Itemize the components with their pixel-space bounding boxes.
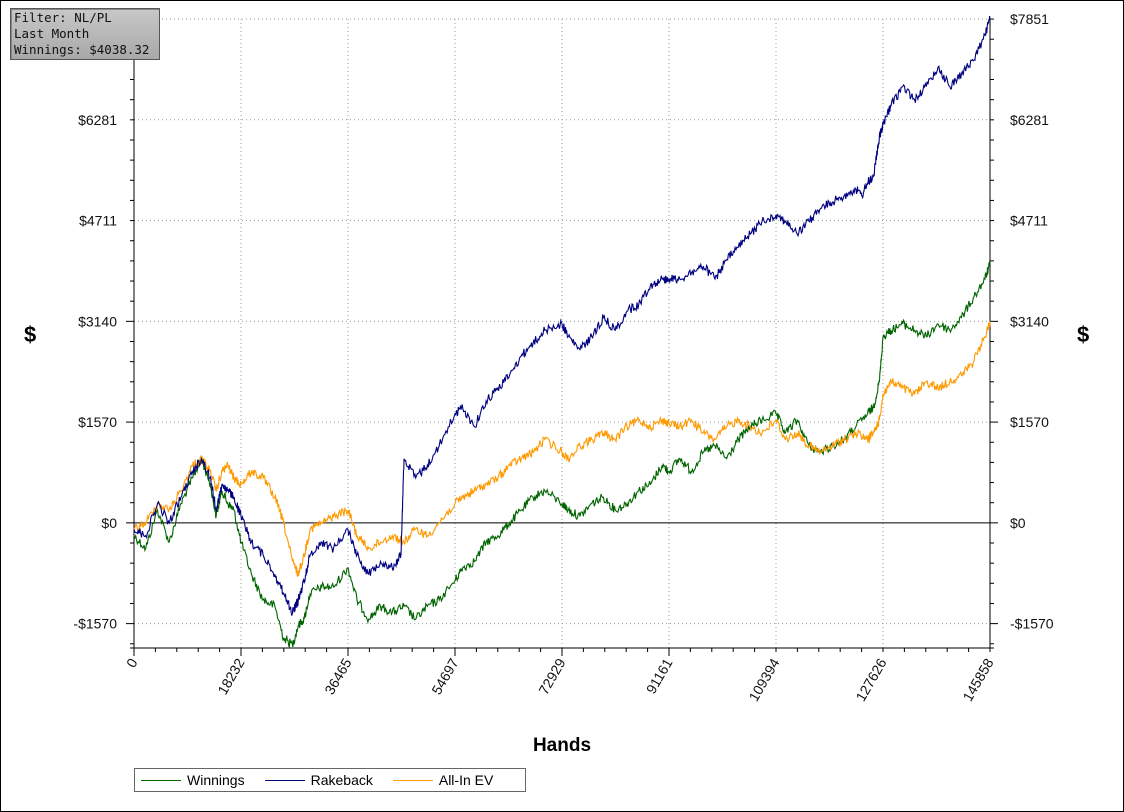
- x-tick-label: 145858: [959, 655, 996, 704]
- legend-item-allin-ev: All-In EV: [392, 772, 494, 788]
- x-tick-label: 54697: [428, 655, 461, 697]
- tick-labels: -$1570 -$1570 $0 $0 $1570 $1570 $3140 $3140 $471…: [73, 11, 1053, 704]
- y-tick-label-left: $1570: [78, 414, 117, 430]
- winnings-label: Winnings: $4038.32: [14, 42, 150, 57]
- series-line-all-in-ev: [133, 321, 991, 577]
- y-tick-label-left: $0: [101, 515, 117, 531]
- x-tick-label: 91161: [643, 655, 676, 696]
- y-tick-label-right: -$1570: [1010, 616, 1054, 632]
- legend-label-winnings: Winnings: [187, 772, 245, 788]
- y-tick-label-right: $0: [1010, 515, 1026, 531]
- legend: Winnings Rakeback All-In EV: [134, 768, 526, 792]
- filter-label: Filter: NL/PL: [14, 10, 112, 25]
- legend-label-rakeback: Rakeback: [310, 772, 373, 788]
- y-tick-label-left: $6281: [78, 112, 117, 128]
- y-tick-label-right: $1570: [1010, 414, 1049, 430]
- series-line-winnings: [133, 261, 991, 649]
- legend-item-winnings: Winnings: [141, 772, 245, 788]
- y-axis-title-right: $: [1077, 322, 1090, 347]
- y-tick-label-right: $4711: [1010, 213, 1048, 229]
- period-label: Last Month: [14, 26, 90, 41]
- series-line-rakeback: [133, 16, 991, 616]
- x-tick-label: 0: [123, 655, 141, 670]
- y-axis-title-left: $: [24, 322, 37, 347]
- legend-label-allin-ev: All-In EV: [438, 772, 494, 788]
- x-tick-label: 18232: [214, 655, 247, 697]
- series-lines: [133, 16, 991, 649]
- legend-swatch-allin-ev: [392, 779, 433, 781]
- legend-swatch-winnings: [141, 779, 181, 781]
- y-tick-label-right: $7851: [1010, 11, 1049, 27]
- y-tick-label-right: $6281: [1010, 112, 1049, 128]
- x-tick-label: 127626: [852, 655, 889, 704]
- x-tick-label: 36465: [321, 655, 354, 697]
- x-tick-label: 72929: [535, 655, 568, 697]
- axes: [126, 18, 998, 656]
- x-tick-label: 109394: [745, 655, 782, 704]
- legend-item-rakeback: Rakeback: [264, 772, 373, 788]
- y-tick-label-right: $3140: [1010, 313, 1049, 329]
- filter-info-box: Filter: NL/PL Last Month Winnings: $4038…: [10, 8, 160, 60]
- y-tick-label-left: -$1570: [73, 616, 117, 632]
- x-axis-title: Hands: [532, 735, 592, 756]
- legend-swatch-rakeback: [264, 779, 305, 781]
- y-tick-label-left: $4711: [79, 213, 117, 229]
- y-tick-label-left: $3140: [78, 313, 117, 329]
